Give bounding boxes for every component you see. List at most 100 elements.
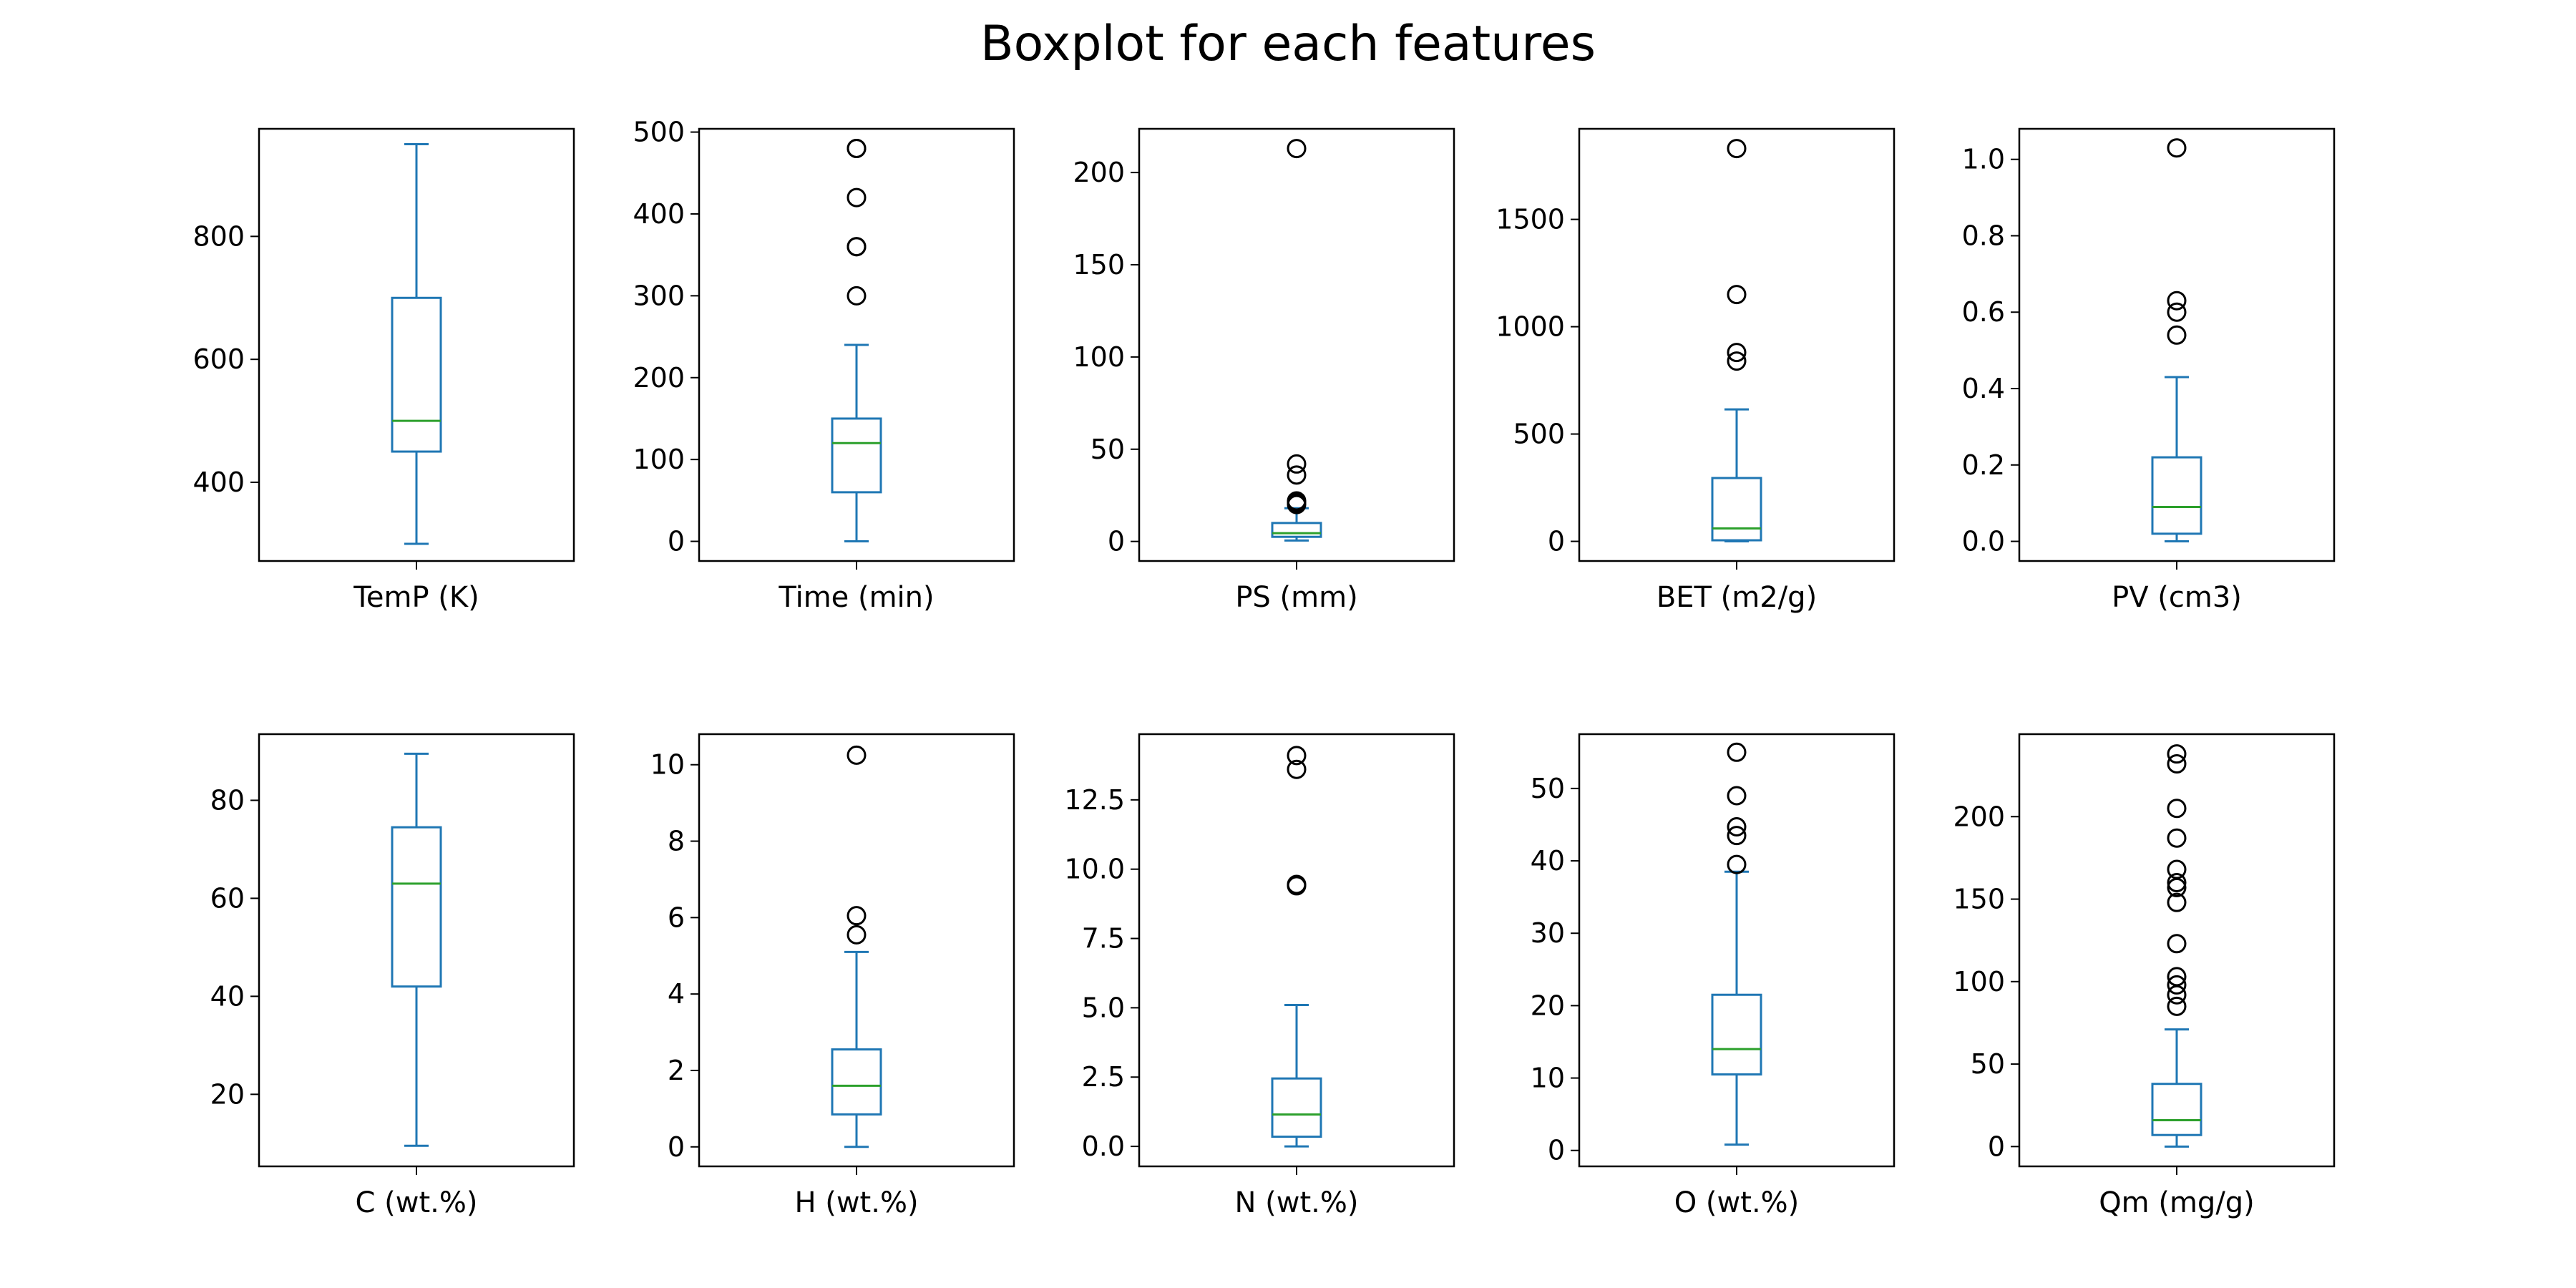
y-tick-label: 30 xyxy=(1531,917,1565,949)
y-tick-label: 0 xyxy=(668,1131,685,1163)
axes-frame xyxy=(258,127,575,562)
outlier-point xyxy=(2167,753,2187,774)
subplot-10: 0 50 100 150 200 Qm (mg/g) xyxy=(1953,733,2336,1219)
y-tick-label: 200 xyxy=(1953,801,2005,832)
outlier-point xyxy=(847,237,867,257)
x-tick-label: PV (cm3) xyxy=(2112,581,2242,614)
iqr-box xyxy=(831,417,882,494)
outlier-point xyxy=(2167,828,2187,848)
subplot-9: 0 10 20 30 40 50 O (wt.%) xyxy=(1531,733,1896,1219)
y-tick-label: 80 xyxy=(210,784,245,816)
outlier-point xyxy=(2167,799,2187,819)
outlier-point xyxy=(1727,343,1747,363)
x-tick-label: H (wt.%) xyxy=(794,1186,918,1219)
y-tick-label: 0 xyxy=(1548,526,1565,557)
y-tick-label: 0.0 xyxy=(1962,526,2005,557)
outlier-point xyxy=(2167,138,2187,158)
y-tick-label: 12.5 xyxy=(1064,784,1125,816)
outlier-point xyxy=(1287,746,1307,766)
y-tick-label: 0.0 xyxy=(1082,1131,1125,1162)
y-tick-label: 1500 xyxy=(1496,204,1565,235)
iqr-box xyxy=(391,826,442,988)
x-tick-label: O (wt.%) xyxy=(1674,1186,1800,1219)
subplot-7: 0 2 4 6 8 10 H (wt.%) xyxy=(650,733,1015,1219)
y-tick-label: 0 xyxy=(1108,526,1125,557)
y-tick-label: 0.4 xyxy=(1962,373,2005,404)
outlier-point xyxy=(1287,454,1307,474)
x-tick-label: Time (min) xyxy=(778,581,934,614)
y-tick-label: 7.5 xyxy=(1082,923,1125,955)
iqr-box xyxy=(391,296,442,453)
y-tick-label: 20 xyxy=(1531,990,1565,1021)
iqr-box xyxy=(2151,456,2202,535)
outlier-point xyxy=(847,187,867,208)
axes-frame xyxy=(1578,127,1896,562)
axes-frame xyxy=(2018,733,2336,1168)
y-tick-label: 5.0 xyxy=(1082,992,1125,1023)
outlier-point xyxy=(1287,465,1307,485)
iqr-box xyxy=(2151,1083,2202,1136)
iqr-box xyxy=(1711,993,1762,1076)
axes-frame xyxy=(698,733,1015,1168)
y-tick-label: 800 xyxy=(192,220,245,252)
outlier-point xyxy=(1727,826,1747,846)
y-tick-label: 0 xyxy=(1988,1131,2005,1162)
x-tick-label: Qm (mg/g) xyxy=(2099,1186,2255,1219)
outlier-point xyxy=(1287,491,1307,511)
y-tick-label: 150 xyxy=(1953,884,2005,915)
y-tick-label: 8 xyxy=(668,826,685,857)
outlier-point xyxy=(847,138,867,158)
outlier-point xyxy=(2167,325,2187,345)
subplot-6: 20 40 60 80 C (wt.%) xyxy=(210,733,575,1219)
y-tick-label: 100 xyxy=(1953,966,2005,997)
outlier-point xyxy=(847,286,867,306)
outlier-point xyxy=(2167,291,2187,311)
outlier-point xyxy=(2167,996,2187,1016)
y-tick-label: 50 xyxy=(1531,773,1565,804)
y-tick-label: 10.0 xyxy=(1064,854,1125,885)
y-tick-label: 0.6 xyxy=(1962,296,2005,328)
y-tick-label: 2.5 xyxy=(1082,1061,1125,1093)
x-tick-label: TemP (K) xyxy=(353,581,479,614)
outlier-point xyxy=(2167,302,2187,322)
subplot-3: 0 50 100 150 200 PS (mm) xyxy=(1073,127,1455,614)
y-tick-label: 600 xyxy=(192,343,245,375)
y-tick-label: 40 xyxy=(210,980,245,1012)
subplot-1: 400 600 800 TemP (K) xyxy=(192,127,575,614)
subplot-8: 0.0 2.5 5.0 7.5 10.0 12.5 N (wt.%) xyxy=(1064,733,1455,1219)
subplot-4: 0 500 1000 1500 BET (m2/g) xyxy=(1496,127,1896,614)
y-tick-label: 0.2 xyxy=(1962,449,2005,481)
outlier-point xyxy=(2167,892,2187,912)
outlier-point xyxy=(1727,351,1747,371)
outlier-point xyxy=(847,906,867,926)
x-tick-label: N (wt.%) xyxy=(1235,1186,1359,1219)
outlier-point xyxy=(847,924,867,945)
outlier-point xyxy=(1727,786,1747,806)
y-tick-label: 6 xyxy=(668,902,685,933)
y-tick-label: 40 xyxy=(1531,845,1565,877)
subplot-2: 0 100 200 300 400 500 Time (min) xyxy=(633,117,1015,614)
x-tick-label: C (wt.%) xyxy=(356,1186,478,1219)
y-tick-label: 500 xyxy=(633,117,685,148)
axes-frame xyxy=(698,127,1015,562)
y-tick-label: 0.8 xyxy=(1962,220,2005,251)
y-tick-label: 1000 xyxy=(1496,311,1565,343)
y-tick-label: 400 xyxy=(633,198,685,230)
outlier-point xyxy=(1727,817,1747,837)
y-tick-label: 2 xyxy=(668,1055,685,1086)
y-tick-label: 10 xyxy=(650,749,685,781)
outlier-point xyxy=(2167,975,2187,995)
y-tick-label: 300 xyxy=(633,280,685,311)
iqr-box xyxy=(1711,477,1762,542)
iqr-box xyxy=(831,1048,882,1116)
y-tick-label: 60 xyxy=(210,882,245,914)
outlier-point xyxy=(847,745,867,765)
x-tick-label: PS (mm) xyxy=(1235,581,1357,614)
axes-frame xyxy=(1138,733,1455,1168)
y-tick-label: 0 xyxy=(668,526,685,557)
y-tick-label: 10 xyxy=(1531,1063,1565,1094)
axes-frame xyxy=(1138,127,1455,562)
outlier-point xyxy=(1287,139,1307,159)
